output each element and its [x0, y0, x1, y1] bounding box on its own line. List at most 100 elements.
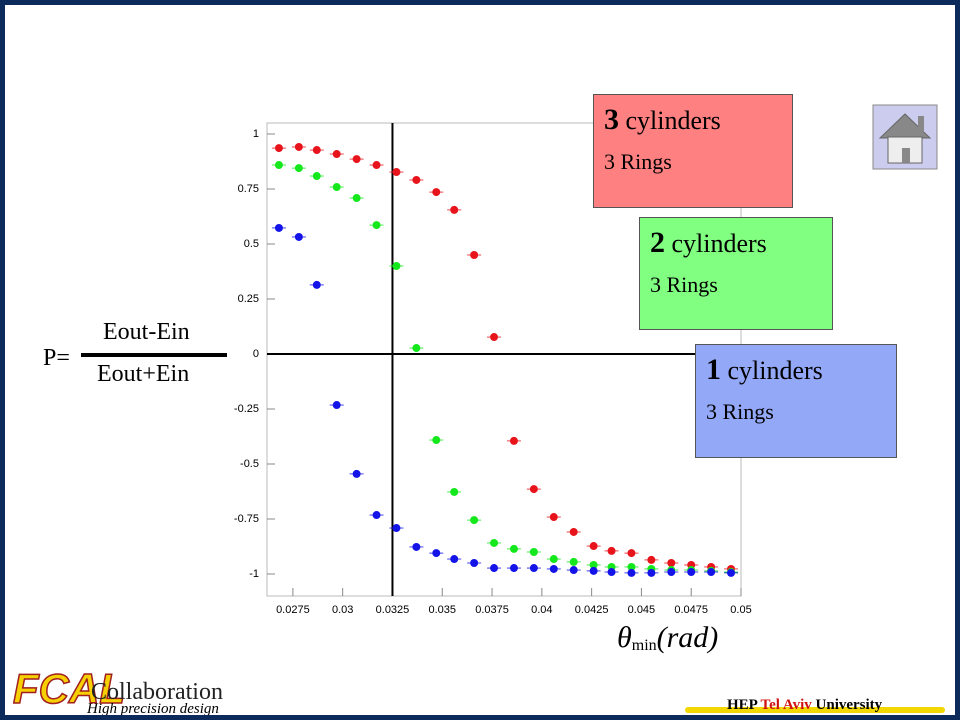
point — [392, 262, 401, 270]
home-button[interactable] — [872, 104, 938, 170]
point — [707, 568, 716, 577]
box-word: cylinders — [625, 106, 721, 135]
x-label-sub: min — [632, 637, 657, 654]
point — [589, 560, 598, 569]
box-title: 2 cylinders — [650, 226, 822, 260]
box-rings: 3 Rings — [604, 149, 672, 174]
box-rings: 3 Rings — [650, 272, 718, 297]
x-axis-label: θmin(rad) — [617, 621, 718, 654]
point — [412, 175, 421, 184]
point — [647, 555, 656, 564]
point — [667, 568, 676, 577]
box: 3 cylinders 3 Rings — [593, 94, 793, 208]
point — [490, 538, 499, 547]
point — [627, 549, 636, 558]
point — [667, 559, 676, 567]
x-tick-label: 0.045 — [628, 604, 656, 616]
point — [432, 436, 441, 445]
y-tick-label: 0.25 — [238, 293, 259, 305]
point — [450, 555, 459, 564]
x-tick-label: 0.0375 — [475, 604, 509, 616]
box-rings: 3 Rings — [706, 399, 774, 424]
point — [312, 172, 321, 181]
footer-univ: HEP Tel Aviv University — [727, 697, 882, 714]
point — [412, 344, 421, 353]
point — [509, 544, 518, 553]
point — [294, 142, 303, 151]
point — [274, 144, 283, 153]
point — [312, 280, 321, 289]
x-tick-label: 0.0325 — [376, 604, 410, 616]
point — [450, 205, 459, 214]
x-tick-label: 0.0275 — [276, 604, 310, 616]
box-word: cylinders — [671, 229, 767, 258]
y-tick-label: -0.5 — [240, 458, 259, 470]
y-tick-label: 1 — [253, 128, 259, 140]
point — [549, 513, 558, 522]
point — [372, 161, 381, 170]
point — [352, 155, 361, 164]
footer-bar — [685, 707, 945, 713]
point — [529, 548, 538, 556]
point — [312, 146, 321, 155]
y-tick-label: -1 — [249, 568, 259, 580]
point — [647, 568, 656, 577]
box-title: 3 cylinders — [604, 103, 782, 137]
point — [352, 469, 361, 478]
point — [470, 251, 479, 259]
point — [509, 564, 518, 573]
fraction-bar — [81, 353, 227, 357]
point — [607, 568, 616, 577]
point — [352, 194, 361, 203]
x-tick-label: 0.0425 — [575, 604, 609, 616]
point — [332, 183, 341, 192]
x-tick-label: 0.04 — [531, 604, 552, 616]
point — [687, 568, 696, 577]
point — [490, 564, 499, 573]
point — [509, 436, 518, 445]
point — [569, 557, 578, 566]
point — [549, 564, 558, 573]
point — [549, 555, 558, 564]
point — [727, 568, 736, 577]
point — [432, 549, 441, 558]
box-count: 1 — [706, 353, 721, 386]
point — [392, 524, 401, 533]
point — [294, 164, 303, 173]
point — [432, 188, 441, 197]
y-tick-label: -0.25 — [234, 403, 259, 415]
box: 2 cylinders 3 Rings — [639, 217, 833, 330]
box-title: 1 cylinders — [706, 353, 886, 387]
point — [607, 546, 616, 555]
x-tick-label: 0.0475 — [674, 604, 708, 616]
point — [627, 562, 636, 571]
collab: Collaboration — [91, 679, 223, 705]
city: Tel Aviv — [760, 697, 812, 713]
point — [412, 542, 421, 551]
box-word: cylinders — [727, 356, 823, 385]
point — [294, 232, 303, 241]
y-tick-label: 0.75 — [238, 183, 259, 195]
point — [589, 542, 598, 551]
tagline: High precision design — [87, 701, 219, 717]
formula-numerator: Eout-Ein — [103, 319, 190, 345]
chart: -1 -0.75 -0.5 -0.25 0 0.25 0.5 0.75 1 0.0275 0.03 0… — [234, 122, 752, 654]
formula-lhs: P= — [43, 345, 70, 371]
y-tick-label: -0.75 — [234, 513, 259, 525]
point — [569, 566, 578, 575]
point — [372, 511, 381, 520]
y-tick-label: 0 — [253, 348, 259, 360]
y-tick-label: 0.5 — [244, 238, 259, 250]
point — [332, 401, 341, 410]
x-tick-label: 0.035 — [428, 604, 456, 616]
box-count: 3 — [604, 103, 619, 136]
logo: FCAL — [12, 664, 125, 713]
home-chimney — [918, 116, 924, 132]
point — [569, 527, 578, 536]
point — [470, 516, 479, 525]
point — [470, 559, 479, 567]
point — [274, 161, 283, 170]
x-tick-label: 0.03 — [332, 604, 353, 616]
box: 1 cylinders 3 Rings — [695, 344, 897, 458]
